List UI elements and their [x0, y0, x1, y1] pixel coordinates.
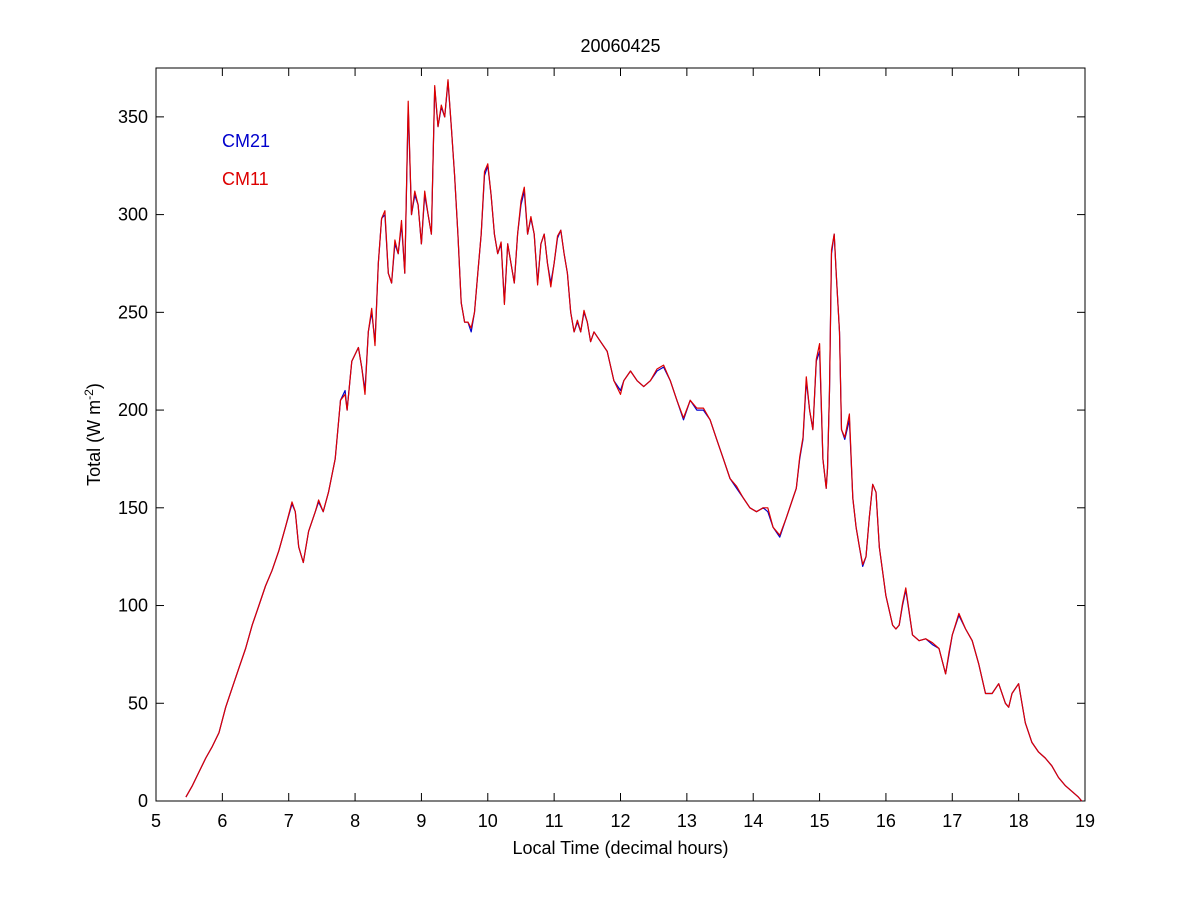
y-tick-label: 200	[118, 400, 148, 420]
x-tick-label: 16	[876, 811, 896, 831]
x-tick-label: 18	[1009, 811, 1029, 831]
x-tick-label: 13	[677, 811, 697, 831]
y-tick-label: 250	[118, 302, 148, 322]
y-axis: 0 50 100 150 200 250 300 350	[118, 107, 1085, 811]
y-axis-title-close: )	[84, 383, 104, 389]
y-tick-label: 300	[118, 205, 148, 225]
x-tick-label: 12	[610, 811, 630, 831]
x-tick-label: 17	[942, 811, 962, 831]
x-tick-label: 19	[1075, 811, 1095, 831]
y-tick-label: 0	[138, 791, 148, 811]
x-tick-label: 10	[478, 811, 498, 831]
series-group	[185, 79, 1083, 802]
x-tick-label: 7	[284, 811, 294, 831]
y-tick-label: 50	[128, 693, 148, 713]
legend-entry-cm11: CM11	[222, 169, 269, 189]
y-axis-title-superscript: -2	[82, 389, 96, 400]
series-line-cm11	[185, 79, 1083, 802]
legend: CM21 CM11	[222, 131, 270, 189]
x-tick-label: 11	[545, 811, 564, 831]
x-axis-title: Local Time (decimal hours)	[512, 838, 728, 858]
plot-frame	[155, 67, 1086, 802]
x-tick-label: 5	[151, 811, 161, 831]
x-tick-label: 9	[416, 811, 426, 831]
y-tick-label: 150	[118, 498, 148, 518]
y-axis-title-main: Total (W m	[84, 400, 104, 486]
x-tick-label: 15	[810, 811, 830, 831]
x-tick-label: 8	[350, 811, 360, 831]
x-axis: 5 6 7 8 9 10 11 12 13 14 15 16 17 18 19	[151, 68, 1095, 831]
y-tick-label: 100	[118, 596, 148, 616]
y-tick-label: 350	[118, 107, 148, 127]
legend-entry-cm21: CM21	[222, 131, 270, 151]
y-axis-title: Total (W m-2)	[82, 383, 104, 486]
chart-title: 20060425	[580, 36, 660, 56]
x-tick-label: 14	[743, 811, 763, 831]
x-tick-label: 6	[217, 811, 227, 831]
